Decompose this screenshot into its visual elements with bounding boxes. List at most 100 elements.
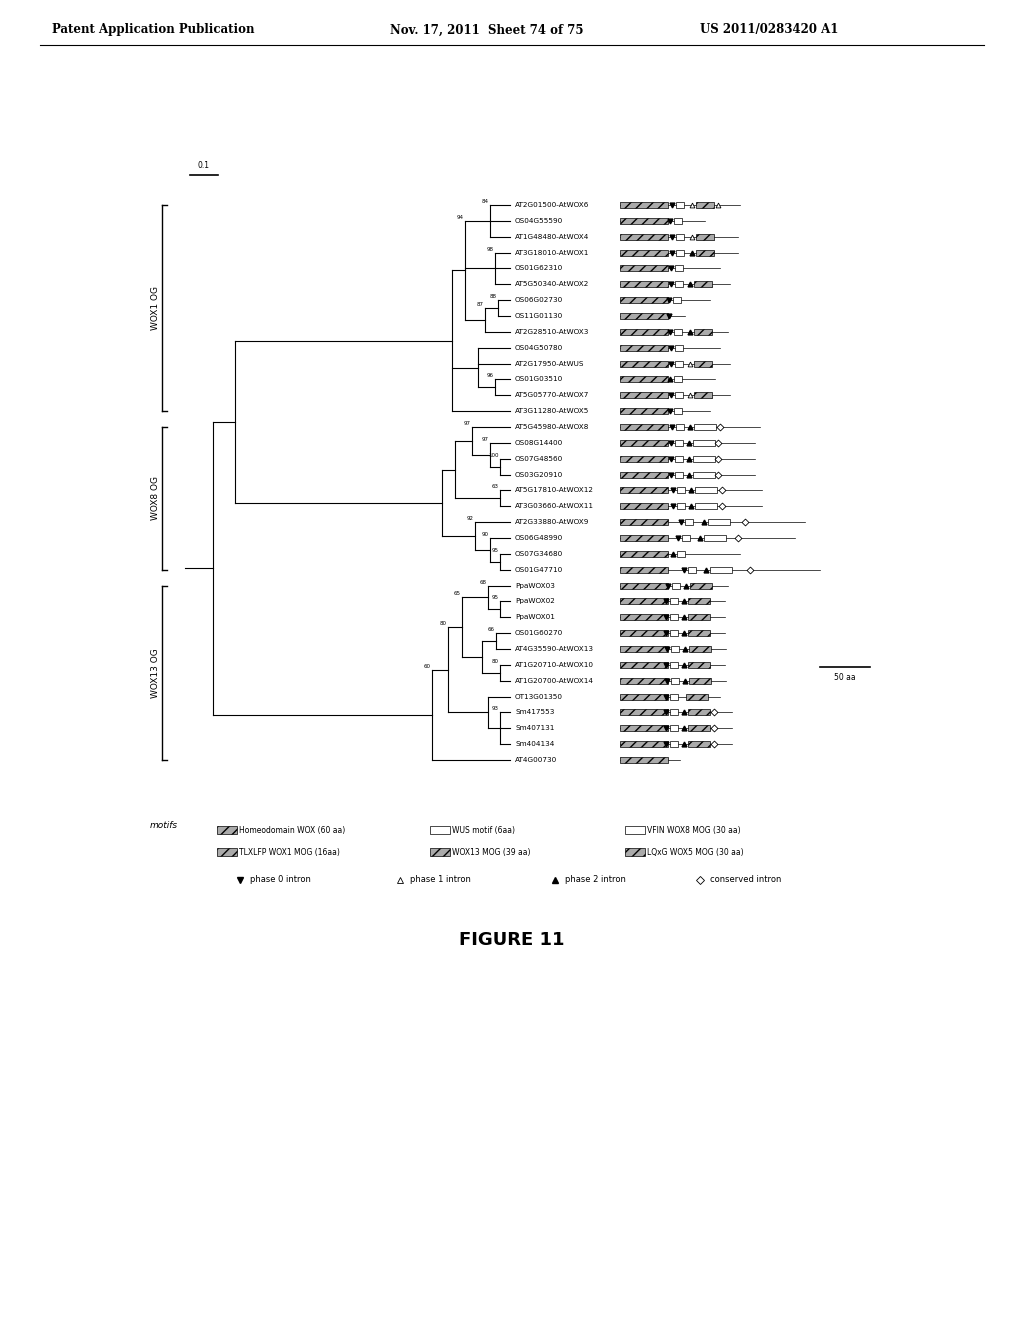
Text: 97: 97 bbox=[464, 421, 471, 426]
Text: OS07G34680: OS07G34680 bbox=[515, 550, 563, 557]
Bar bbox=[670, 741, 678, 747]
Bar bbox=[673, 297, 681, 304]
Bar bbox=[625, 826, 645, 834]
Text: conserved intron: conserved intron bbox=[710, 875, 781, 884]
Text: AT2G01500-AtWOX6: AT2G01500-AtWOX6 bbox=[515, 202, 590, 209]
Bar bbox=[620, 345, 668, 351]
Bar bbox=[675, 392, 683, 399]
Text: AT2G33880-AtWOX9: AT2G33880-AtWOX9 bbox=[515, 519, 590, 525]
Text: AT1G20710-AtWOX10: AT1G20710-AtWOX10 bbox=[515, 661, 594, 668]
Bar bbox=[620, 408, 668, 414]
Bar bbox=[677, 487, 685, 494]
Text: 87: 87 bbox=[477, 302, 484, 308]
Bar bbox=[620, 709, 668, 715]
Text: 66: 66 bbox=[488, 627, 495, 632]
Text: AT4G00730: AT4G00730 bbox=[515, 756, 557, 763]
Bar bbox=[688, 614, 710, 620]
Text: Sm407131: Sm407131 bbox=[515, 725, 554, 731]
Bar bbox=[620, 535, 668, 541]
Text: WOX13 OG: WOX13 OG bbox=[152, 648, 161, 698]
Bar bbox=[620, 281, 668, 288]
Bar bbox=[620, 566, 668, 573]
Text: Sm417553: Sm417553 bbox=[515, 709, 554, 715]
Bar bbox=[620, 392, 668, 399]
Bar bbox=[620, 440, 668, 446]
Bar bbox=[620, 487, 668, 494]
Bar bbox=[620, 218, 668, 224]
Bar bbox=[695, 503, 717, 510]
Bar bbox=[674, 218, 682, 224]
Bar bbox=[675, 455, 683, 462]
Text: Patent Application Publication: Patent Application Publication bbox=[52, 24, 255, 37]
Bar bbox=[689, 645, 711, 652]
Bar bbox=[677, 550, 685, 557]
Text: OS08G14400: OS08G14400 bbox=[515, 440, 563, 446]
Bar bbox=[696, 234, 714, 240]
Text: PpaWOX03: PpaWOX03 bbox=[515, 582, 555, 589]
Bar bbox=[676, 424, 684, 430]
Text: AT2G17950-AtWUS: AT2G17950-AtWUS bbox=[515, 360, 585, 367]
Bar bbox=[620, 376, 668, 383]
Text: OS01G60270: OS01G60270 bbox=[515, 630, 563, 636]
Bar bbox=[217, 826, 237, 834]
Text: LQxG WOX5 MOG (30 aa): LQxG WOX5 MOG (30 aa) bbox=[647, 847, 743, 857]
Text: AT3G18010-AtWOX1: AT3G18010-AtWOX1 bbox=[515, 249, 590, 256]
Bar bbox=[670, 614, 678, 620]
Bar bbox=[672, 582, 680, 589]
Bar bbox=[675, 471, 683, 478]
Bar bbox=[676, 234, 684, 240]
Bar bbox=[675, 345, 683, 351]
Bar bbox=[710, 566, 732, 573]
Bar bbox=[620, 582, 668, 589]
Bar bbox=[430, 826, 450, 834]
Bar bbox=[688, 709, 710, 715]
Text: phase 1 intron: phase 1 intron bbox=[410, 875, 471, 884]
Text: 0.1: 0.1 bbox=[198, 161, 210, 170]
Text: 60: 60 bbox=[424, 664, 431, 669]
Bar bbox=[620, 550, 668, 557]
Text: 90: 90 bbox=[482, 532, 489, 537]
Text: 84: 84 bbox=[482, 199, 489, 205]
Text: AT1G20700-AtWOX14: AT1G20700-AtWOX14 bbox=[515, 677, 594, 684]
Bar bbox=[620, 677, 668, 684]
Bar bbox=[671, 645, 679, 652]
Bar bbox=[693, 455, 715, 462]
Bar bbox=[620, 329, 668, 335]
Bar bbox=[689, 677, 711, 684]
Text: VFIN WOX8 MOG (30 aa): VFIN WOX8 MOG (30 aa) bbox=[647, 825, 740, 834]
Bar bbox=[693, 471, 715, 478]
Bar bbox=[670, 598, 678, 605]
Bar bbox=[670, 709, 678, 715]
Bar bbox=[708, 519, 730, 525]
Bar bbox=[682, 535, 690, 541]
Bar bbox=[686, 693, 708, 700]
Text: 97: 97 bbox=[482, 437, 489, 442]
Bar bbox=[670, 725, 678, 731]
Bar bbox=[620, 598, 668, 605]
Text: TLXLFP WOX1 MOG (16aa): TLXLFP WOX1 MOG (16aa) bbox=[239, 847, 340, 857]
Bar bbox=[620, 725, 668, 731]
Text: 92: 92 bbox=[467, 516, 474, 521]
Bar bbox=[620, 265, 668, 272]
Text: US 2011/0283420 A1: US 2011/0283420 A1 bbox=[700, 24, 839, 37]
Bar bbox=[675, 440, 683, 446]
Bar bbox=[705, 535, 726, 541]
Bar bbox=[620, 202, 668, 209]
Bar bbox=[620, 234, 668, 240]
Bar bbox=[694, 392, 712, 399]
Bar bbox=[620, 313, 668, 319]
Bar bbox=[620, 297, 668, 304]
Bar bbox=[670, 630, 678, 636]
Text: OS06G48990: OS06G48990 bbox=[515, 535, 563, 541]
Text: phase 0 intron: phase 0 intron bbox=[250, 875, 311, 884]
Bar bbox=[620, 424, 668, 430]
Text: Sm404134: Sm404134 bbox=[515, 741, 554, 747]
Bar bbox=[688, 725, 710, 731]
Bar bbox=[670, 661, 678, 668]
Text: PpaWOX01: PpaWOX01 bbox=[515, 614, 555, 620]
Text: AT1G48480-AtWOX4: AT1G48480-AtWOX4 bbox=[515, 234, 590, 240]
Text: Homeodomain WOX (60 aa): Homeodomain WOX (60 aa) bbox=[239, 825, 345, 834]
Bar bbox=[430, 847, 450, 855]
Bar bbox=[675, 281, 683, 288]
Text: 98: 98 bbox=[487, 247, 494, 252]
